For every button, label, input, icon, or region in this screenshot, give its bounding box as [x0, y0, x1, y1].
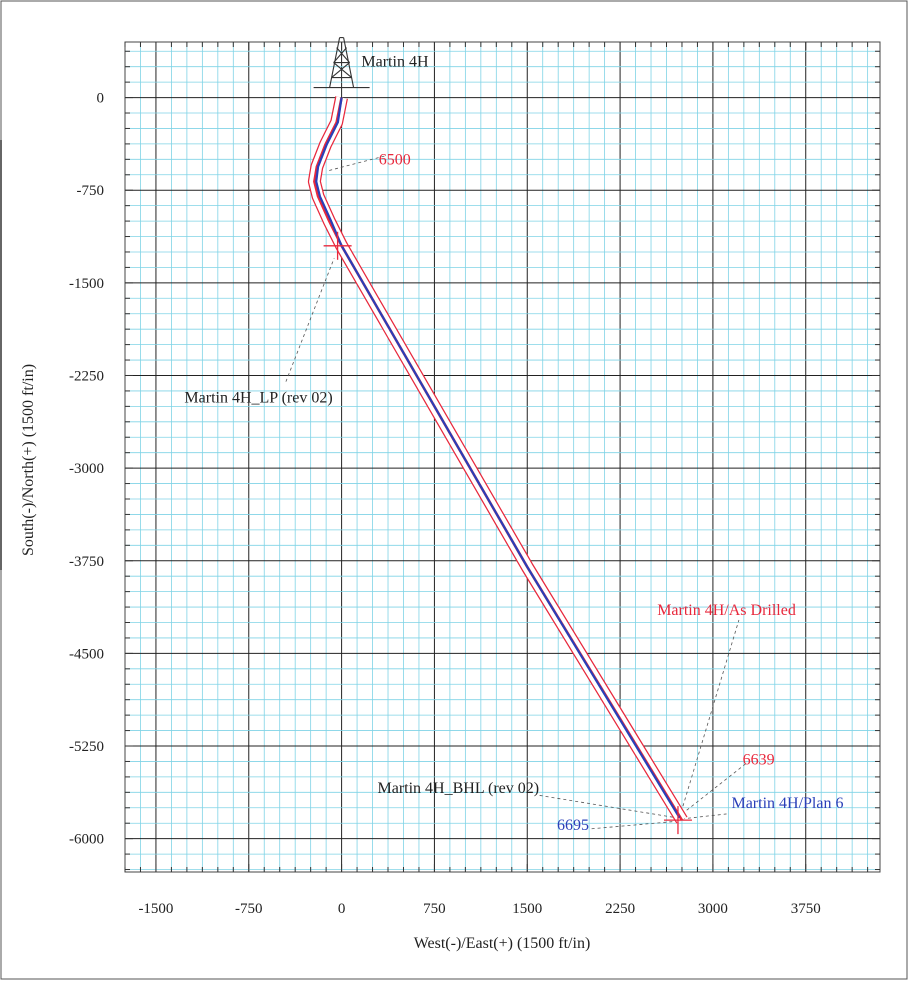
- callout-leader: [591, 820, 676, 830]
- annotation-label: Martin 4H/Plan 6: [731, 795, 843, 812]
- y-tick-label: -2250: [69, 368, 104, 384]
- tick-marks: [124, 42, 880, 872]
- y-tick-label: 0: [97, 91, 105, 107]
- callout-leader: [679, 619, 740, 818]
- x-tick-label: 3000: [698, 901, 728, 917]
- x-tick-label: -1500: [138, 901, 173, 917]
- x-tick-label: 2250: [605, 901, 635, 917]
- x-tick-label: 1500: [512, 901, 542, 917]
- y-tick-label: -750: [77, 183, 105, 199]
- callout-leader: [681, 813, 727, 820]
- annotation-label: 6639: [743, 752, 775, 769]
- x-tick-label: 750: [423, 901, 446, 917]
- y-tick-label: -3000: [69, 461, 104, 477]
- leader-lines: [285, 155, 747, 830]
- annotation-label: Martin 4H: [361, 54, 429, 71]
- y-tick-label: -5250: [69, 739, 104, 755]
- plot-area: [125, 42, 880, 872]
- callout-leader: [539, 795, 676, 819]
- annotation-label: Martin 4H_LP (rev 02): [184, 390, 332, 407]
- y-tick-label: -3750: [69, 554, 104, 570]
- rig-strut: [333, 62, 352, 79]
- rig-icon: [313, 37, 370, 89]
- rig-strut: [336, 47, 351, 63]
- annotation-label: Martin 4H/As Drilled: [657, 602, 796, 619]
- annotation-label: Martin 4H_BHL (rev 02): [377, 780, 539, 797]
- annotation-label: 6695: [557, 817, 589, 834]
- annotation-label: 6500: [379, 151, 411, 168]
- callout-leader: [285, 258, 335, 382]
- y-tick-labels: 0 -750 -1500 -2250 -3000 -3750 -4500 -5250 -6000: [69, 91, 104, 848]
- y-tick-label: -6000: [69, 832, 104, 848]
- x-tick-label: 3750: [791, 901, 821, 917]
- plot-frame: [124, 41, 881, 873]
- annotations: Martin 4H 6500 Martin 4H_LP (rev 02) Martin…: [184, 54, 843, 834]
- rig-strut: [331, 62, 350, 79]
- x-tick-labels: -1500 -750 0 750 1500 2250 3000 3750: [138, 901, 820, 917]
- rig-strut: [333, 47, 348, 63]
- grid: [124, 42, 880, 872]
- x-tick-label: -750: [235, 901, 263, 917]
- x-tick-label: 0: [338, 901, 346, 917]
- target-markers: [323, 231, 692, 835]
- y-tick-label: -4500: [69, 646, 104, 662]
- martin-4h-plan-6-line: [315, 97, 681, 819]
- callout-leader: [681, 762, 747, 815]
- y-tick-label: -1500: [69, 276, 104, 292]
- callout-leader: [329, 155, 387, 171]
- y-axis-label: South(-)/North(+) (1500 ft/in): [20, 364, 37, 556]
- series-layer: [307, 96, 688, 824]
- x-axis-label: West(-)/East(+) (1500 ft/in): [414, 935, 591, 952]
